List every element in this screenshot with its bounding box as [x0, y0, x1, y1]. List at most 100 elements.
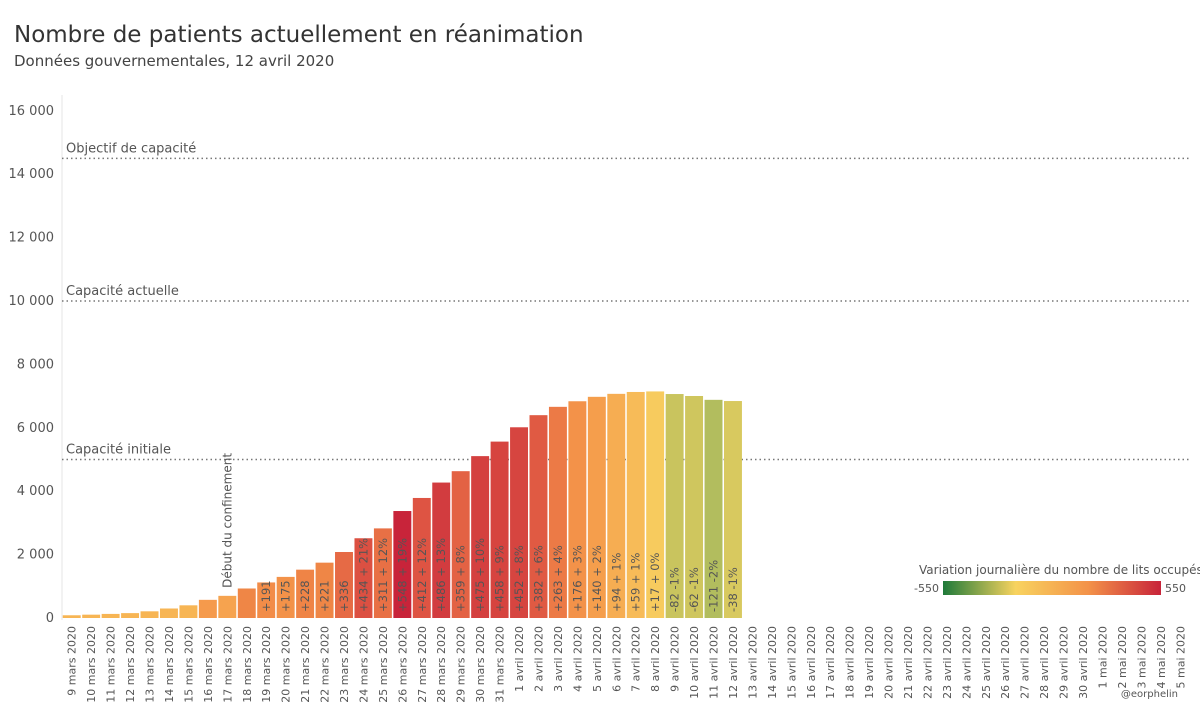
bar-label: +336	[337, 580, 351, 612]
bar	[159, 608, 178, 618]
bar	[296, 569, 315, 618]
bar-label: -38 -1%	[726, 567, 740, 612]
bar	[257, 582, 276, 618]
x-tick-label: 10 mars 2020	[85, 626, 98, 703]
bar-label: +191	[259, 580, 273, 612]
x-tick-label: 21 avril 2020	[902, 626, 915, 699]
x-tick-label: 26 mars 2020	[396, 626, 409, 703]
bar	[665, 394, 684, 618]
y-tick-label: 12 000	[9, 231, 55, 246]
y-tick-label: 4 000	[17, 484, 54, 499]
x-tick-label: 19 mars 2020	[260, 626, 273, 703]
x-tick-label: 28 avril 2020	[1038, 626, 1051, 699]
x-tick-label: 1 avril 2020	[513, 626, 526, 692]
bar-label: +452 + 8%	[512, 545, 526, 612]
legend-min: -550	[914, 582, 939, 595]
x-tick-label: 23 mars 2020	[338, 626, 351, 703]
bar	[490, 441, 509, 618]
y-tick-label: 6 000	[17, 421, 54, 436]
bar	[626, 391, 645, 618]
bar-label: +140 + 2%	[590, 545, 604, 612]
x-tick-label: 15 mars 2020	[182, 626, 195, 703]
x-tick-label: 14 avril 2020	[766, 626, 779, 699]
x-tick-label: 24 mars 2020	[357, 626, 370, 703]
bar	[393, 511, 412, 618]
x-tick-label: 4 mai 2020	[1155, 626, 1168, 689]
reference-label: Objectif de capacité	[66, 141, 196, 156]
x-tick-label: 9 mars 2020	[66, 626, 79, 696]
x-tick-label: 11 avril 2020	[708, 626, 721, 699]
bar	[237, 588, 256, 618]
y-tick-label: 16 000	[9, 104, 55, 119]
bar-label: -62 -1%	[687, 567, 701, 612]
bar	[101, 613, 120, 618]
x-tick-label: 23 avril 2020	[941, 626, 954, 699]
x-tick-label: 6 avril 2020	[610, 626, 623, 692]
bar	[646, 391, 665, 618]
x-tick-label: 2 mai 2020	[1116, 626, 1129, 689]
bar-label: +176 + 3%	[570, 545, 584, 612]
bar	[471, 456, 490, 618]
x-tick-label: 1 mai 2020	[1096, 626, 1109, 689]
y-tick-label: 10 000	[9, 294, 55, 309]
x-tick-label: 28 mars 2020	[435, 626, 448, 703]
bar-label: +412 + 12%	[415, 538, 429, 612]
x-tick-label: 27 mars 2020	[416, 626, 429, 703]
bar-label: +263 + 4%	[551, 545, 565, 612]
bar	[685, 395, 704, 618]
chart-title: Nombre de patients actuellement en réani…	[14, 22, 584, 48]
x-tick-label: 13 avril 2020	[746, 626, 759, 699]
x-tick-label: 8 avril 2020	[649, 626, 662, 692]
x-tick-label: 16 avril 2020	[805, 626, 818, 699]
bar	[607, 393, 626, 618]
annotation: Début du confinement	[220, 453, 234, 588]
bar	[82, 614, 101, 618]
bar	[432, 482, 451, 618]
bar-label: +486 + 13%	[434, 538, 448, 612]
credit: @eorphelin	[1121, 689, 1178, 700]
x-tick-label: 16 mars 2020	[202, 626, 215, 703]
x-tick-label: 12 avril 2020	[727, 626, 740, 699]
bar-label: +359 + 8%	[454, 545, 468, 612]
bar-label: -82 -1%	[668, 567, 682, 612]
bar	[587, 396, 606, 618]
bar-label: +311 + 12%	[376, 538, 390, 612]
bar-label: +434 + 21%	[356, 538, 370, 612]
bar-label: -121 -2%	[707, 560, 721, 612]
bar-label: +548 + 19%	[395, 538, 409, 612]
legend-max: 550	[1165, 582, 1186, 595]
x-tick-label: 14 mars 2020	[163, 626, 176, 703]
x-tick-label: 27 avril 2020	[1019, 626, 1032, 699]
bar	[548, 406, 567, 618]
x-tick-label: 4 avril 2020	[571, 626, 584, 692]
bar-label: +221	[318, 580, 332, 612]
bar-label: +17 + 0%	[648, 552, 662, 612]
x-tick-label: 12 mars 2020	[124, 626, 137, 703]
x-tick-label: 24 avril 2020	[960, 626, 973, 699]
bar-label: +59 + 1%	[629, 552, 643, 612]
x-tick-label: 30 mars 2020	[474, 626, 487, 703]
bar	[140, 611, 159, 618]
legend-gradient	[943, 581, 1161, 595]
bar	[218, 595, 237, 618]
bar	[373, 528, 392, 618]
x-tick-label: 17 avril 2020	[824, 626, 837, 699]
x-tick-label: 10 avril 2020	[688, 626, 701, 699]
bar-label: +458 + 9%	[493, 545, 507, 612]
bar	[121, 613, 140, 618]
bar	[704, 399, 723, 618]
bar	[723, 401, 742, 618]
x-tick-label: 26 avril 2020	[999, 626, 1012, 699]
x-tick-label: 7 avril 2020	[630, 626, 643, 692]
x-tick-label: 20 avril 2020	[883, 626, 896, 699]
bar-label: +475 + 10%	[473, 538, 487, 612]
x-tick-label: 18 mars 2020	[241, 626, 254, 703]
bar	[198, 599, 217, 618]
x-tick-label: 5 avril 2020	[591, 626, 604, 692]
x-tick-label: 3 mai 2020	[1135, 626, 1148, 689]
legend-title: Variation journalière du nombre de lits …	[919, 563, 1200, 577]
bar	[354, 538, 373, 618]
bar	[276, 576, 295, 618]
x-tick-label: 5 mai 2020	[1174, 626, 1187, 689]
